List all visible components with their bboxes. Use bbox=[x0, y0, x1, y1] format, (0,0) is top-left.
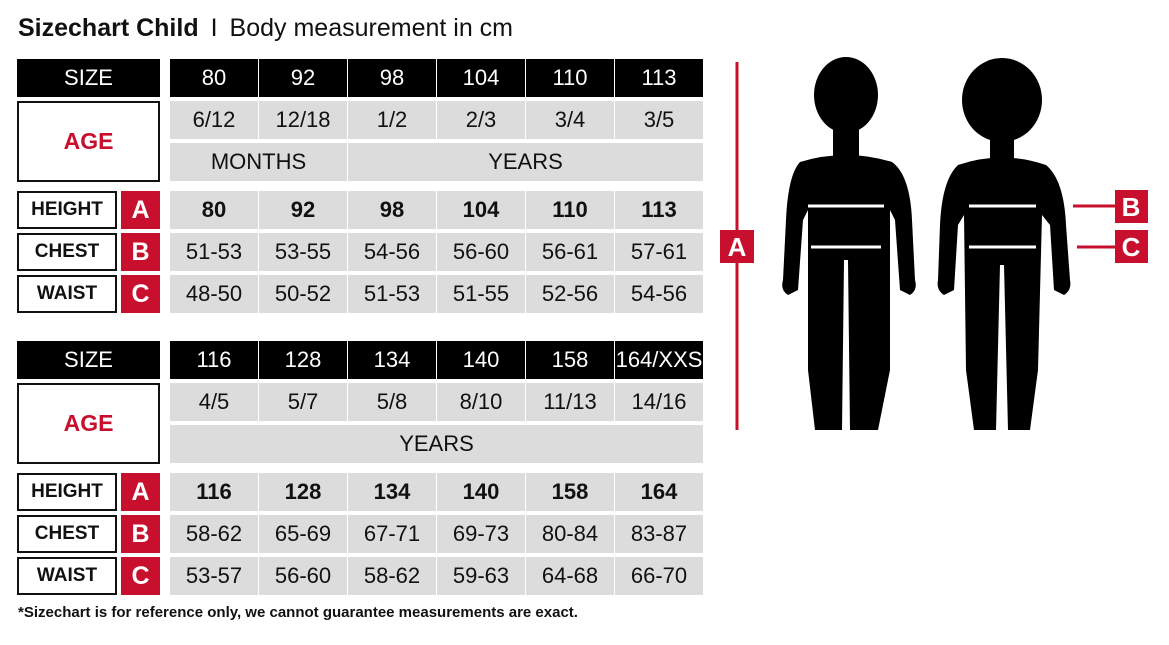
age-value: 3/4 bbox=[526, 101, 614, 139]
girl-silhouette bbox=[937, 58, 1071, 430]
height-value: 164 bbox=[615, 473, 703, 511]
size-value: 128 bbox=[259, 341, 347, 379]
chest-label: CHEST bbox=[17, 233, 117, 271]
waist-label: WAIST bbox=[17, 275, 117, 313]
age-value: 14/16 bbox=[615, 383, 703, 421]
height-value: 134 bbox=[348, 473, 436, 511]
age-value: 11/13 bbox=[526, 383, 614, 421]
letter-b: B bbox=[121, 233, 160, 271]
chest-value: 65-69 bbox=[259, 515, 347, 553]
waist-value: 51-55 bbox=[437, 275, 525, 313]
height-value: 104 bbox=[437, 191, 525, 229]
age-unit: MONTHS bbox=[170, 143, 347, 181]
age-value: 1/2 bbox=[348, 101, 436, 139]
age-value: 3/5 bbox=[615, 101, 703, 139]
height-value: 158 bbox=[526, 473, 614, 511]
age-unit: YEARS bbox=[348, 143, 703, 181]
height-value: 116 bbox=[170, 473, 258, 511]
chest-value: 69-73 bbox=[437, 515, 525, 553]
age-label: AGE bbox=[17, 101, 160, 182]
waist-value: 51-53 bbox=[348, 275, 436, 313]
letter-a: A bbox=[121, 473, 160, 511]
size-value: 104 bbox=[437, 59, 525, 97]
letter-b: B bbox=[121, 515, 160, 553]
size-value: 116 bbox=[170, 341, 258, 379]
marker-a: A bbox=[728, 232, 747, 262]
waist-value: 58-62 bbox=[348, 557, 436, 595]
letter-c: C bbox=[121, 275, 160, 313]
age-value: 8/10 bbox=[437, 383, 525, 421]
chest-value: 83-87 bbox=[615, 515, 703, 553]
marker-c: C bbox=[1122, 232, 1141, 262]
chest-value: 54-56 bbox=[348, 233, 436, 271]
size-label: SIZE bbox=[17, 59, 160, 97]
height-value: 113 bbox=[615, 191, 703, 229]
height-value: 92 bbox=[259, 191, 347, 229]
size-value: 92 bbox=[259, 59, 347, 97]
age-value: 5/8 bbox=[348, 383, 436, 421]
age-value: 12/18 bbox=[259, 101, 347, 139]
chest-value: 56-60 bbox=[437, 233, 525, 271]
page-title: Sizechart Child I Body measurement in cm bbox=[18, 14, 513, 43]
child-silhouettes-figure: A B C bbox=[720, 57, 1148, 430]
chest-value: 56-61 bbox=[526, 233, 614, 271]
size-value: 134 bbox=[348, 341, 436, 379]
size-value: 113 bbox=[615, 59, 703, 97]
marker-a-box bbox=[720, 230, 754, 263]
waist-value: 52-56 bbox=[526, 275, 614, 313]
boy-silhouette bbox=[782, 57, 916, 430]
height-value: 110 bbox=[526, 191, 614, 229]
age-value: 2/3 bbox=[437, 101, 525, 139]
waist-value: 48-50 bbox=[170, 275, 258, 313]
waist-value: 54-56 bbox=[615, 275, 703, 313]
marker-b: B bbox=[1122, 192, 1141, 222]
chest-value: 67-71 bbox=[348, 515, 436, 553]
footnote: *Sizechart is for reference only, we can… bbox=[18, 604, 578, 621]
age-unit: YEARS bbox=[170, 425, 703, 463]
age-value: 4/5 bbox=[170, 383, 258, 421]
chest-value: 51-53 bbox=[170, 233, 258, 271]
height-label: HEIGHT bbox=[17, 191, 117, 229]
chest-value: 58-62 bbox=[170, 515, 258, 553]
title-main: Sizechart Child bbox=[18, 14, 199, 42]
chest-value: 80-84 bbox=[526, 515, 614, 553]
size-value: 80 bbox=[170, 59, 258, 97]
waist-value: 66-70 bbox=[615, 557, 703, 595]
marker-b-box bbox=[1115, 190, 1148, 223]
marker-c-box bbox=[1115, 230, 1148, 263]
title-subtitle: Body measurement in cm bbox=[229, 14, 513, 42]
waist-value: 59-63 bbox=[437, 557, 525, 595]
waist-label: WAIST bbox=[17, 557, 117, 595]
size-value: 164/XXS bbox=[615, 341, 703, 379]
size-value: 98 bbox=[348, 59, 436, 97]
waist-value: 53-57 bbox=[170, 557, 258, 595]
height-value: 140 bbox=[437, 473, 525, 511]
height-value: 98 bbox=[348, 191, 436, 229]
letter-a: A bbox=[121, 191, 160, 229]
size-value: 110 bbox=[526, 59, 614, 97]
chest-label: CHEST bbox=[17, 515, 117, 553]
height-value: 128 bbox=[259, 473, 347, 511]
age-value: 6/12 bbox=[170, 101, 258, 139]
height-label: HEIGHT bbox=[17, 473, 117, 511]
size-value: 140 bbox=[437, 341, 525, 379]
chest-value: 57-61 bbox=[615, 233, 703, 271]
size-value: 158 bbox=[526, 341, 614, 379]
age-value: 5/7 bbox=[259, 383, 347, 421]
title-separator: I bbox=[210, 14, 218, 42]
height-value: 80 bbox=[170, 191, 258, 229]
age-label: AGE bbox=[17, 383, 160, 464]
waist-value: 56-60 bbox=[259, 557, 347, 595]
letter-c: C bbox=[121, 557, 160, 595]
waist-value: 64-68 bbox=[526, 557, 614, 595]
size-label: SIZE bbox=[17, 341, 160, 379]
waist-value: 50-52 bbox=[259, 275, 347, 313]
chest-value: 53-55 bbox=[259, 233, 347, 271]
